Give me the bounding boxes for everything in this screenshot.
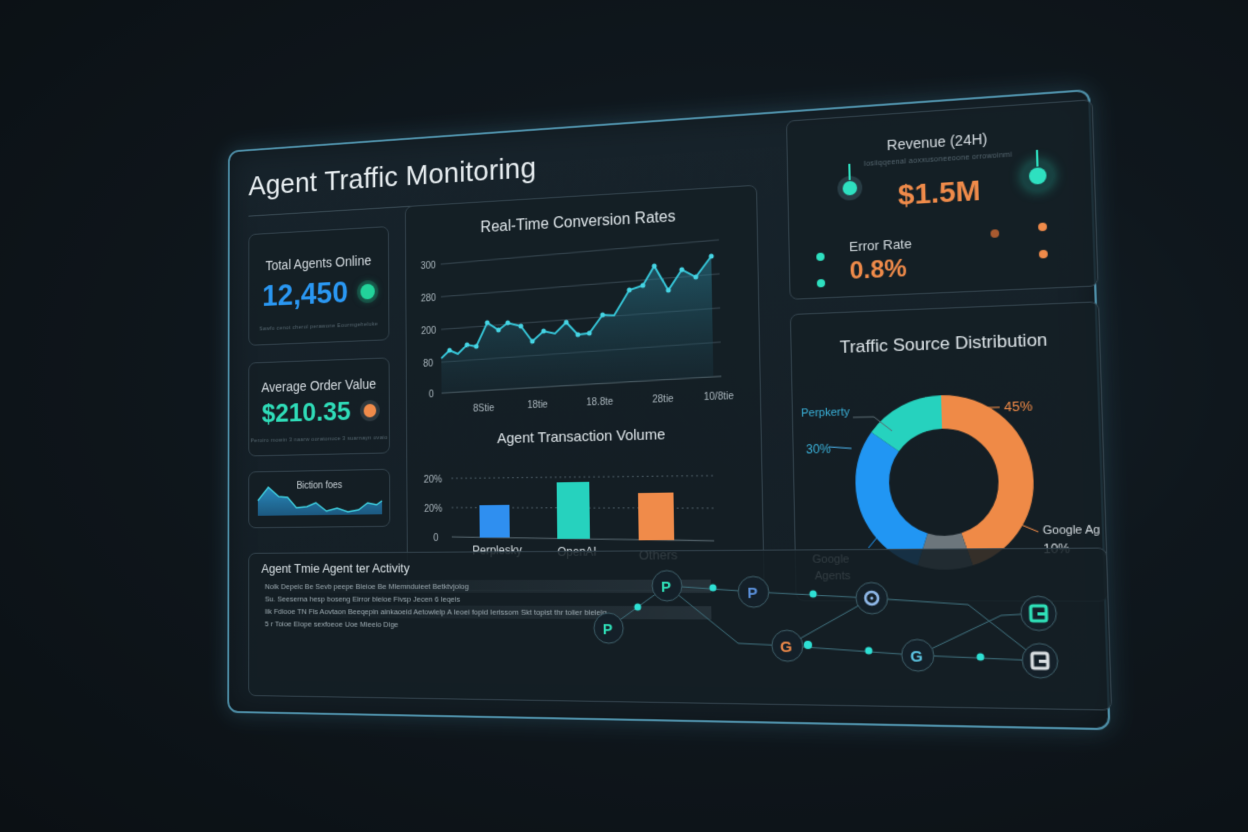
error-rate-label: Error Rate [849, 236, 912, 255]
agent-node-g2: G [901, 639, 934, 671]
svg-text:8Stie: 8Stie [473, 403, 495, 414]
svg-text:Perpkerty: Perpkerty [801, 406, 850, 420]
status-dot-icon [1038, 222, 1047, 231]
page-title: Agent Traffic Monitoring [248, 152, 536, 203]
svg-text:18tie: 18tie [527, 400, 548, 412]
agent-node-g4 [1022, 643, 1059, 678]
status-dot-icon [816, 253, 824, 262]
stage: Agent Traffic Monitoring Total Agents On… [0, 0, 1248, 832]
agent-node-o1 [856, 582, 888, 614]
svg-text:0: 0 [433, 533, 439, 544]
average-order-value-card[interactable]: Average Order Value $210.35 Peroiro mowi… [248, 357, 390, 456]
online-status-icon [360, 283, 374, 299]
bar-openai[interactable] [557, 482, 590, 539]
sparkline-label: Biction foes [249, 479, 391, 492]
bar-perplexity[interactable] [479, 505, 509, 538]
volume-chart-title: Agent Transaction Volume [407, 424, 763, 449]
svg-text:10/8tie: 10/8tie [704, 391, 735, 403]
agent-network-graph[interactable]: P P P G G [249, 549, 1113, 712]
svg-text:45%: 45% [1004, 398, 1033, 415]
svg-text:300: 300 [421, 260, 437, 271]
status-dot-icon [990, 229, 999, 238]
sparkline-chart [249, 470, 391, 529]
svg-text:20%: 20% [424, 474, 443, 485]
svg-text:Google Ag: Google Ag [1043, 524, 1101, 538]
activity-card: Agent Tmie Agent ter Activity Nolk Depei… [248, 548, 1112, 711]
svg-text:P: P [603, 622, 613, 638]
dashboard-panel: Agent Traffic Monitoring Total Agents On… [227, 89, 1110, 730]
svg-text:20%: 20% [424, 504, 443, 515]
agent-node-p1: P [594, 613, 624, 643]
total-agents-value: 12,450 [262, 275, 348, 314]
total-agents-caption: Sawfo cenot cherol perawone Eourmgeheluk… [249, 321, 388, 333]
svg-text:P: P [661, 579, 671, 595]
error-rate-value: 0.8% [849, 255, 907, 286]
revenue-card[interactable]: Revenue (24H) Iosiiqqeenal aoxxusoneeoon… [786, 99, 1099, 300]
charts-card: Real-Time Conversion Rates 300 [405, 185, 765, 591]
agent-node-p3: P [738, 576, 769, 607]
sparkline-card[interactable]: Biction foes [248, 469, 390, 528]
aov-label: Average Order Value [249, 376, 388, 396]
svg-text:G: G [780, 639, 792, 656]
aov-caption: Peroiro mowin 3 naarw ooratonuce 3 suarn… [249, 435, 389, 444]
conversion-line-chart[interactable]: 300 280 200 80 0 8Stie 18tie [406, 226, 762, 418]
total-agents-card[interactable]: Total Agents Online 12,450 Sawfo cenot c… [248, 226, 389, 346]
svg-text:200: 200 [421, 326, 437, 337]
svg-text:28tie: 28tie [652, 394, 674, 406]
agent-node-p2: P [652, 570, 682, 601]
status-dot-icon [817, 279, 825, 288]
total-agents-label: Total Agents Online [249, 252, 388, 274]
svg-text:P: P [747, 586, 758, 603]
svg-text:80: 80 [423, 359, 434, 370]
aov-status-icon [363, 404, 376, 418]
svg-text:30%: 30% [806, 441, 832, 456]
aov-value: $210.35 [262, 396, 351, 429]
bar-others[interactable] [638, 493, 674, 541]
svg-text:18.8te: 18.8te [586, 397, 613, 409]
svg-text:0: 0 [429, 389, 435, 400]
traffic-title: Traffic Source Distribution [791, 328, 1099, 360]
agent-node-g1: G [772, 630, 804, 661]
status-dot-icon [1039, 250, 1048, 259]
agent-node-g3 [1020, 596, 1056, 631]
svg-text:G: G [910, 649, 923, 666]
svg-text:280: 280 [421, 293, 437, 304]
